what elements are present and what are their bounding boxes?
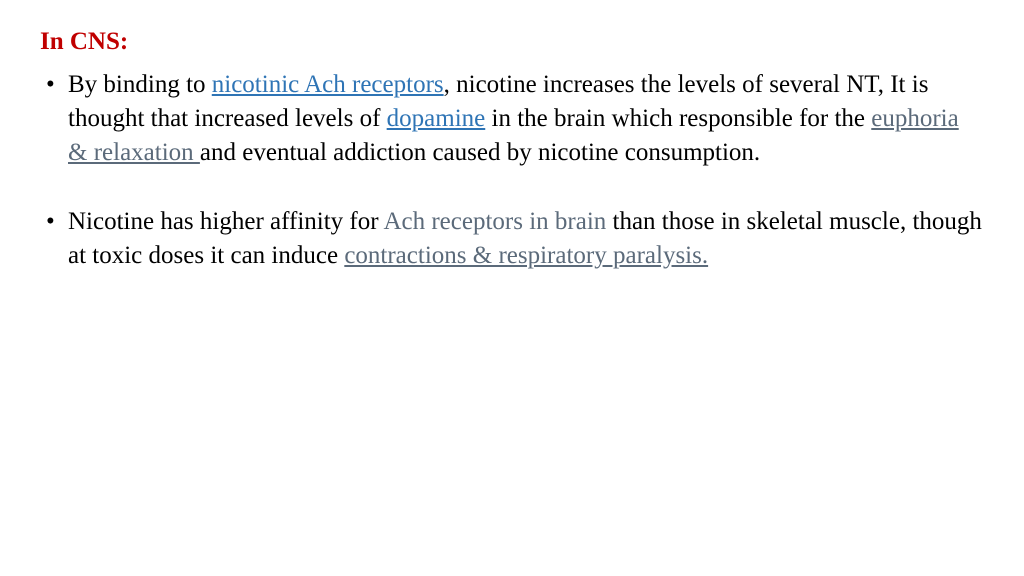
- text-ach-receptors-brain: Ach receptors in brain: [383, 208, 606, 235]
- link-nicotinic-ach-receptors[interactable]: nicotinic Ach receptors: [212, 71, 444, 98]
- bullet-list: By binding to nicotinic Ach receptors, n…: [40, 68, 984, 273]
- text-run: Nicotine has higher affinity for: [68, 208, 383, 235]
- link-dopamine[interactable]: dopamine: [387, 105, 486, 132]
- text-run: By binding to: [68, 71, 212, 98]
- bullet-item-1: By binding to nicotinic Ach receptors, n…: [40, 68, 984, 169]
- text-run: in the brain which responsible for the: [485, 105, 871, 132]
- text-run: and eventual addiction caused by nicotin…: [200, 139, 760, 166]
- section-heading: In CNS:: [40, 28, 984, 56]
- bullet-item-2: Nicotine has higher affinity for Ach rec…: [40, 205, 984, 273]
- link-contractions-respiratory-paralysis[interactable]: contractions & respiratory paralysis.: [344, 242, 708, 269]
